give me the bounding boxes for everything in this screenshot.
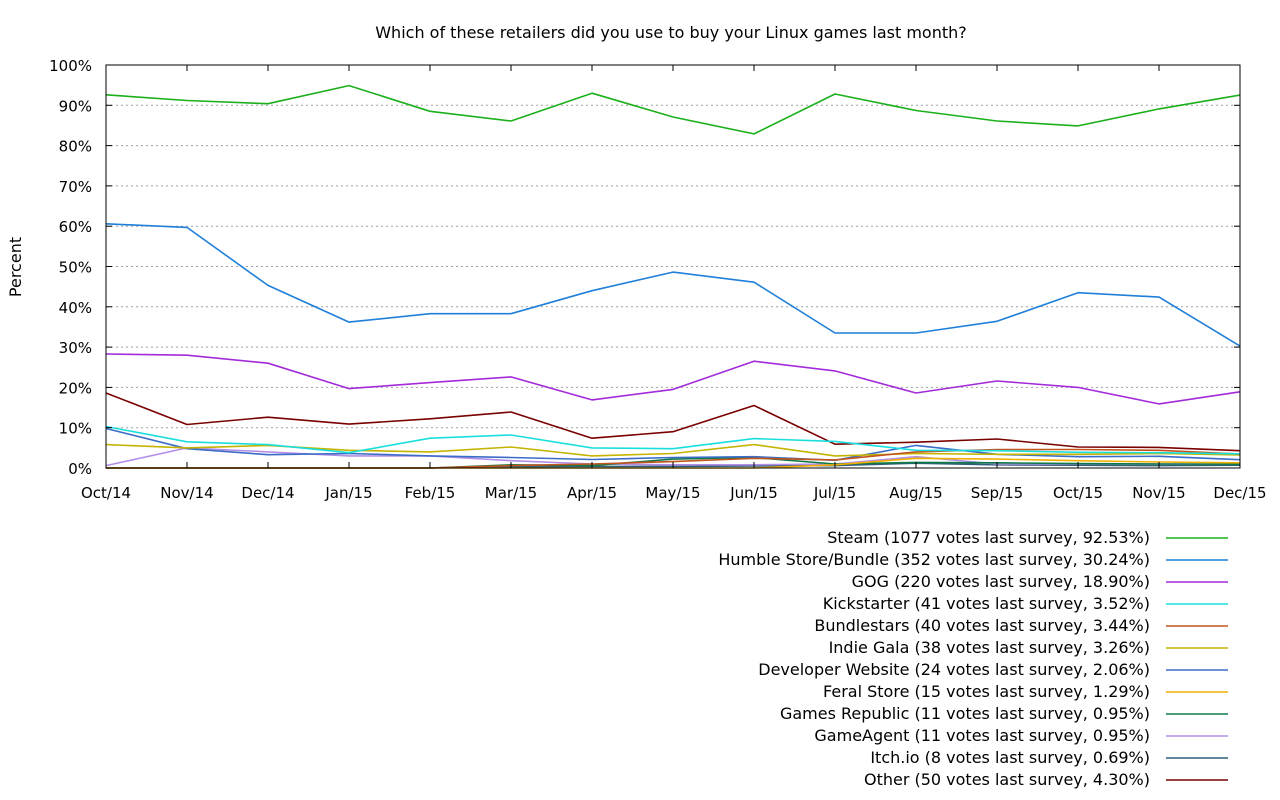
y-tick-label: 0%	[68, 460, 92, 478]
grid	[106, 104, 1240, 429]
x-tick-label: Nov/15	[1132, 484, 1185, 502]
y-axis-label: Percent	[6, 237, 25, 297]
x-tick-label: Oct/15	[1053, 484, 1103, 502]
x-tick-label: Nov/14	[160, 484, 213, 502]
legend-label: Indie Gala (38 votes last survey, 3.26%)	[829, 638, 1150, 657]
x-tick-label: Apr/15	[567, 484, 617, 502]
y-tick-label: 100%	[49, 57, 92, 75]
x-tick-label: Sep/15	[971, 484, 1023, 502]
x-tick-label: Aug/15	[889, 484, 942, 502]
x-tick-label: Mar/15	[485, 484, 537, 502]
y-tick-label: 30%	[59, 339, 92, 357]
series-line-0	[105, 84, 1241, 135]
chart-title: Which of these retailers did you use to …	[375, 23, 967, 42]
legend-label: Feral Store (15 votes last survey, 1.29%…	[823, 682, 1150, 701]
series-lines	[105, 84, 1241, 469]
x-tick-label: Feb/15	[405, 484, 456, 502]
y-tick-label: 70%	[59, 178, 92, 196]
x-tick-label: Dec/15	[1213, 484, 1266, 502]
series-line-6	[105, 427, 1241, 462]
x-tick-label: Oct/14	[81, 484, 131, 502]
legend-label: Steam (1077 votes last survey, 92.53%)	[827, 528, 1150, 547]
x-tick-label: Jul/15	[813, 484, 856, 502]
y-tick-label: 40%	[59, 299, 92, 317]
legend-label: Bundlestars (40 votes last survey, 3.44%…	[814, 616, 1150, 635]
legend-label: GOG (220 votes last survey, 18.90%)	[852, 572, 1150, 591]
series-line-3	[105, 425, 1241, 455]
legend: Steam (1077 votes last survey, 92.53%) Hu…	[718, 528, 1228, 789]
series-line-11	[105, 392, 1241, 452]
y-tick-label: 90%	[59, 97, 92, 115]
legend-label: Games Republic (11 votes last survey, 0.…	[780, 704, 1150, 723]
y-tick-label: 50%	[59, 259, 92, 277]
legend-label: Humble Store/Bundle (352 votes last surv…	[718, 550, 1150, 569]
y-tick-label: 60%	[59, 218, 92, 236]
axis-ticks: 0% 10% 20% 30% 40% 50% 60% 70% 80% 90% 100% Oct/14 N…	[49, 57, 1266, 502]
legend-label: Kickstarter (41 votes last survey, 3.52%…	[823, 594, 1150, 613]
y-tick-label: 20%	[59, 379, 92, 397]
legend-label: Developer Website (24 votes last survey,…	[758, 660, 1150, 679]
series-line-1	[105, 223, 1241, 347]
legend-label: GameAgent (11 votes last survey, 0.95%)	[814, 726, 1150, 745]
x-tick-label: May/15	[645, 484, 700, 502]
legend-label: Other (50 votes last survey, 4.30%)	[864, 770, 1150, 789]
series-line-2	[105, 353, 1241, 405]
x-tick-label: Jan/15	[324, 484, 372, 502]
x-tick-label: Dec/14	[241, 484, 294, 502]
legend-label: Itch.io (8 votes last survey, 0.69%)	[870, 748, 1150, 767]
y-tick-label: 10%	[59, 420, 92, 438]
x-tick-label: Jun/15	[729, 484, 778, 502]
y-tick-label: 80%	[59, 138, 92, 156]
